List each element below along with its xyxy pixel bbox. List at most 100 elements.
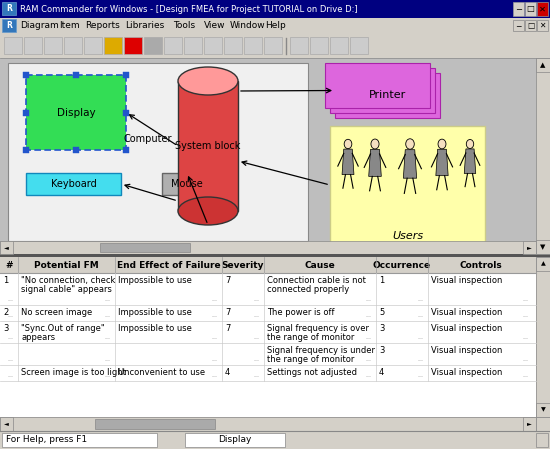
Text: ✕: ✕ [539, 4, 546, 13]
Bar [513, 2, 524, 16]
Bar [0, 417, 536, 431]
Bar [536, 58, 550, 254]
Text: Mouse: Mouse [171, 179, 203, 189]
Text: ...: ... [522, 357, 528, 362]
Text: ...: ... [417, 335, 423, 340]
Text: Computer: Computer [124, 134, 172, 144]
Bar [537, 20, 548, 31]
Bar [0, 241, 13, 254]
Text: Screen image is too light: Screen image is too light [21, 368, 126, 377]
Text: ...: ... [522, 373, 528, 378]
Bar [123, 110, 129, 115]
Text: 1: 1 [3, 276, 8, 285]
Bar [525, 2, 536, 16]
Text: 7: 7 [225, 276, 230, 285]
Text: 1: 1 [379, 276, 384, 285]
Bar [23, 72, 29, 78]
Text: ►: ► [527, 422, 532, 427]
Text: Display: Display [218, 436, 252, 445]
Text: Window: Window [230, 22, 266, 31]
Polygon shape [342, 149, 354, 175]
Text: Impossible to use: Impossible to use [118, 276, 192, 285]
Bar [0, 18, 550, 34]
Text: Occurrence: Occurrence [373, 260, 431, 269]
Ellipse shape [438, 139, 446, 149]
Text: ...: ... [211, 335, 217, 340]
Bar [73, 72, 79, 78]
Text: Controls: Controls [459, 260, 502, 269]
Polygon shape [178, 81, 238, 211]
Bar [204, 37, 222, 54]
Text: "Sync.Out of range": "Sync.Out of range" [21, 324, 104, 333]
Text: Libraries: Libraries [125, 22, 164, 31]
Bar [0, 254, 550, 257]
Bar [24, 37, 42, 54]
Text: ─: ─ [516, 4, 521, 13]
Text: ...: ... [7, 335, 13, 340]
Text: Item: Item [59, 22, 80, 31]
Text: ...: ... [104, 373, 110, 378]
Bar [73, 147, 79, 153]
Bar [536, 257, 550, 417]
Text: Display: Display [57, 107, 95, 118]
Text: 7: 7 [225, 324, 230, 333]
Bar [2, 19, 16, 32]
Bar [290, 37, 308, 54]
Text: Printer: Printer [369, 91, 406, 101]
Text: R: R [6, 21, 12, 30]
Text: RAM Commander for Windows - [Design FMEA for Project TUTORIAL on Drive D:]: RAM Commander for Windows - [Design FMEA… [20, 4, 358, 13]
Text: Impossible to use: Impossible to use [118, 308, 192, 317]
Text: ◄: ◄ [4, 422, 9, 427]
Ellipse shape [344, 139, 352, 149]
Bar [100, 243, 190, 252]
Bar [144, 37, 162, 54]
Bar [536, 58, 550, 72]
Text: Keyboard: Keyboard [51, 179, 96, 189]
Text: 5: 5 [379, 308, 384, 317]
Text: Visual inspection: Visual inspection [431, 276, 502, 285]
Polygon shape [464, 149, 476, 173]
Text: ...: ... [417, 297, 423, 302]
Bar [104, 37, 122, 54]
Bar [44, 37, 62, 54]
Text: ...: ... [7, 373, 13, 378]
Text: For Help, press F1: For Help, press F1 [6, 436, 87, 445]
Bar [330, 68, 435, 113]
Bar [0, 34, 550, 58]
Text: Unconvenient to use: Unconvenient to use [118, 368, 205, 377]
Text: View: View [204, 22, 226, 31]
Text: No screen image: No screen image [21, 308, 92, 317]
Polygon shape [368, 150, 381, 176]
Bar [0, 417, 13, 431]
Text: ...: ... [522, 335, 528, 340]
Text: ...: ... [211, 357, 217, 362]
Text: appears: appears [21, 333, 55, 342]
Text: the range of monitor: the range of monitor [267, 333, 354, 342]
Bar [536, 417, 550, 431]
Bar [537, 2, 548, 16]
Text: ▼: ▼ [540, 244, 546, 250]
Bar [0, 0, 550, 18]
Text: #: # [6, 260, 13, 269]
Bar [2, 433, 157, 447]
Text: "No connection, check: "No connection, check [21, 276, 116, 285]
Bar [64, 37, 82, 54]
Bar [0, 305, 536, 321]
Text: Tools: Tools [173, 22, 196, 31]
Text: ...: ... [365, 357, 371, 362]
Bar [513, 20, 524, 31]
Text: ◄: ◄ [4, 245, 9, 250]
Bar [330, 37, 348, 54]
Bar [0, 365, 536, 381]
Text: ...: ... [365, 335, 371, 340]
Text: Help: Help [265, 22, 286, 31]
Text: ...: ... [7, 313, 13, 318]
Text: ...: ... [365, 297, 371, 302]
Text: 2: 2 [3, 308, 8, 317]
Bar [335, 73, 440, 118]
Bar [0, 343, 536, 365]
Text: ...: ... [253, 335, 259, 340]
Text: □: □ [527, 21, 534, 30]
Text: Settings not adjusted: Settings not adjusted [267, 368, 357, 377]
Text: 4: 4 [379, 368, 384, 377]
